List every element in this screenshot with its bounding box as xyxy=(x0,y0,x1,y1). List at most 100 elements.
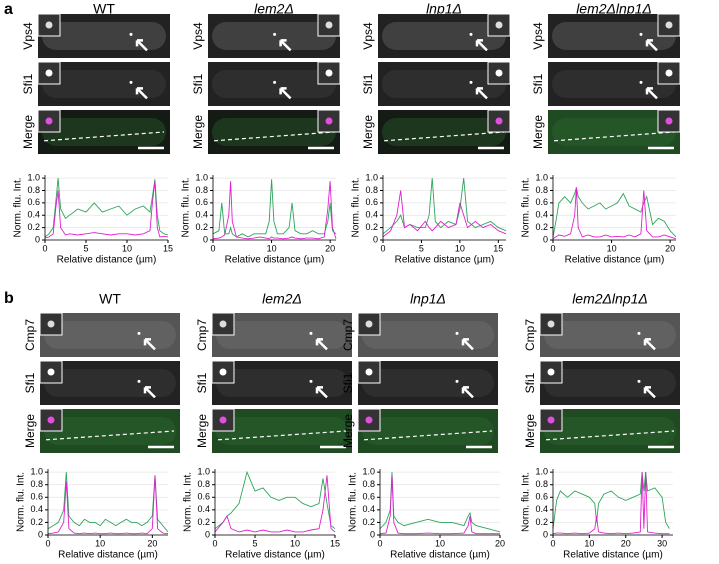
spot xyxy=(637,379,641,383)
cell-signal xyxy=(382,118,506,146)
profile-trace xyxy=(47,475,169,535)
x-tick-label: 10 xyxy=(95,538,105,548)
y-tick-label: 1.0 xyxy=(535,172,548,182)
profile-line xyxy=(43,131,165,142)
y-tick-label: 0 xyxy=(373,234,378,244)
micrograph xyxy=(540,361,680,405)
x-tick-label: 15 xyxy=(493,243,503,253)
y-tick-label: 1.0 xyxy=(197,467,210,477)
arrow xyxy=(645,39,658,52)
channel-label: Sfi1 xyxy=(361,73,375,94)
micrograph xyxy=(540,313,680,357)
spot xyxy=(637,331,641,335)
y-tick-label: 0.4 xyxy=(535,210,548,220)
y-tick-label: 0 xyxy=(38,529,43,539)
x-tick-label: 0 xyxy=(210,243,215,253)
profile-trace xyxy=(382,190,507,238)
x-axis-label: Relative distance (µm) xyxy=(390,550,490,561)
profile-trace xyxy=(552,187,677,238)
axes xyxy=(212,175,336,241)
x-tick-label: 10 xyxy=(584,538,594,548)
cell-signal xyxy=(544,417,676,445)
y-tick-label: 0.6 xyxy=(30,492,43,502)
cell-signal xyxy=(382,70,506,98)
arrow xyxy=(279,87,292,100)
y-tick-label: 0 xyxy=(543,529,548,539)
channel-label: Sfi1 xyxy=(191,73,205,94)
cell-signal xyxy=(216,321,348,349)
y-tick-label: 0.8 xyxy=(362,479,375,489)
x-tick-label: 5 xyxy=(419,243,424,253)
inset-spot xyxy=(547,320,555,328)
cell-signal xyxy=(552,22,676,50)
y-tick-label: 0.2 xyxy=(30,517,43,527)
channel-label: Merge xyxy=(531,115,545,149)
micrograph xyxy=(358,313,498,357)
channel-label: Sfi1 xyxy=(523,372,537,393)
cell-signal xyxy=(362,369,494,397)
inset-spot xyxy=(219,320,227,328)
profile-trace xyxy=(212,179,337,238)
x-axis-label: Relative distance (µm) xyxy=(395,255,495,266)
channel-label: Merge xyxy=(23,414,37,448)
y-axis-label: Norm. flu. Int. xyxy=(16,472,27,532)
arrow xyxy=(315,338,328,351)
y-tick-label: 1.0 xyxy=(195,172,208,182)
y-tick-label: 0.6 xyxy=(197,492,210,502)
profile-trace xyxy=(214,475,336,533)
x-tick-label: 5 xyxy=(83,243,88,253)
x-tick-label: 20 xyxy=(621,538,631,548)
spot xyxy=(469,32,473,36)
arrow xyxy=(143,386,156,399)
micrograph xyxy=(40,361,180,405)
channel-label: Sfi1 xyxy=(195,372,209,393)
channel-label: Vps4 xyxy=(361,22,375,50)
y-tick-label: 0.4 xyxy=(365,210,378,220)
channel-label: Merge xyxy=(523,414,537,448)
y-tick-label: 0.4 xyxy=(535,504,548,514)
cell-signal xyxy=(216,369,348,397)
x-tick-label: 10 xyxy=(607,243,617,253)
x-axis-label: Relative distance (µm) xyxy=(58,550,158,561)
inset-spot xyxy=(47,416,55,424)
y-tick-label: 0.6 xyxy=(362,492,375,502)
y-axis-label: Norm. flu. Int. xyxy=(181,177,192,237)
y-tick-label: 0.8 xyxy=(30,479,43,489)
strain-title: lem2Δ xyxy=(254,1,294,17)
y-tick-label: 1.0 xyxy=(30,467,43,477)
strain-title: lnp1Δ xyxy=(410,291,446,307)
channel-label: Cmp7 xyxy=(523,319,537,351)
y-tick-label: 0.4 xyxy=(30,504,43,514)
arrow xyxy=(135,39,148,52)
profile-trace xyxy=(212,181,337,240)
inset-spot xyxy=(219,416,227,424)
y-tick-label: 0.8 xyxy=(197,479,210,489)
axes xyxy=(379,469,500,536)
x-tick-label: 15 xyxy=(330,538,340,548)
y-tick-label: 0.2 xyxy=(197,517,210,527)
y-axis-label: Norm. flu. Int. xyxy=(521,177,532,237)
arrow xyxy=(475,87,488,100)
spot xyxy=(309,379,313,383)
y-tick-label: 0.2 xyxy=(535,517,548,527)
strain-title: WT xyxy=(99,291,121,307)
cell-signal xyxy=(42,118,166,146)
profile-trace xyxy=(44,181,169,239)
inset-spot xyxy=(325,117,333,125)
profile-line xyxy=(553,131,675,142)
inset-spot xyxy=(495,117,503,125)
x-axis-label: Relative distance (µm) xyxy=(225,255,325,266)
x-tick-label: 0 xyxy=(377,538,382,548)
channel-label: Merge xyxy=(191,115,205,149)
cell-signal xyxy=(212,70,336,98)
inset-spot xyxy=(45,21,53,29)
x-axis-label: Relative distance (µm) xyxy=(225,550,325,561)
spot xyxy=(469,80,473,84)
cell-signal xyxy=(362,417,494,445)
y-tick-label: 0.8 xyxy=(535,479,548,489)
y-tick-label: 0.8 xyxy=(195,185,208,195)
inset-spot xyxy=(547,368,555,376)
arrow xyxy=(143,338,156,351)
micrograph xyxy=(212,361,352,405)
